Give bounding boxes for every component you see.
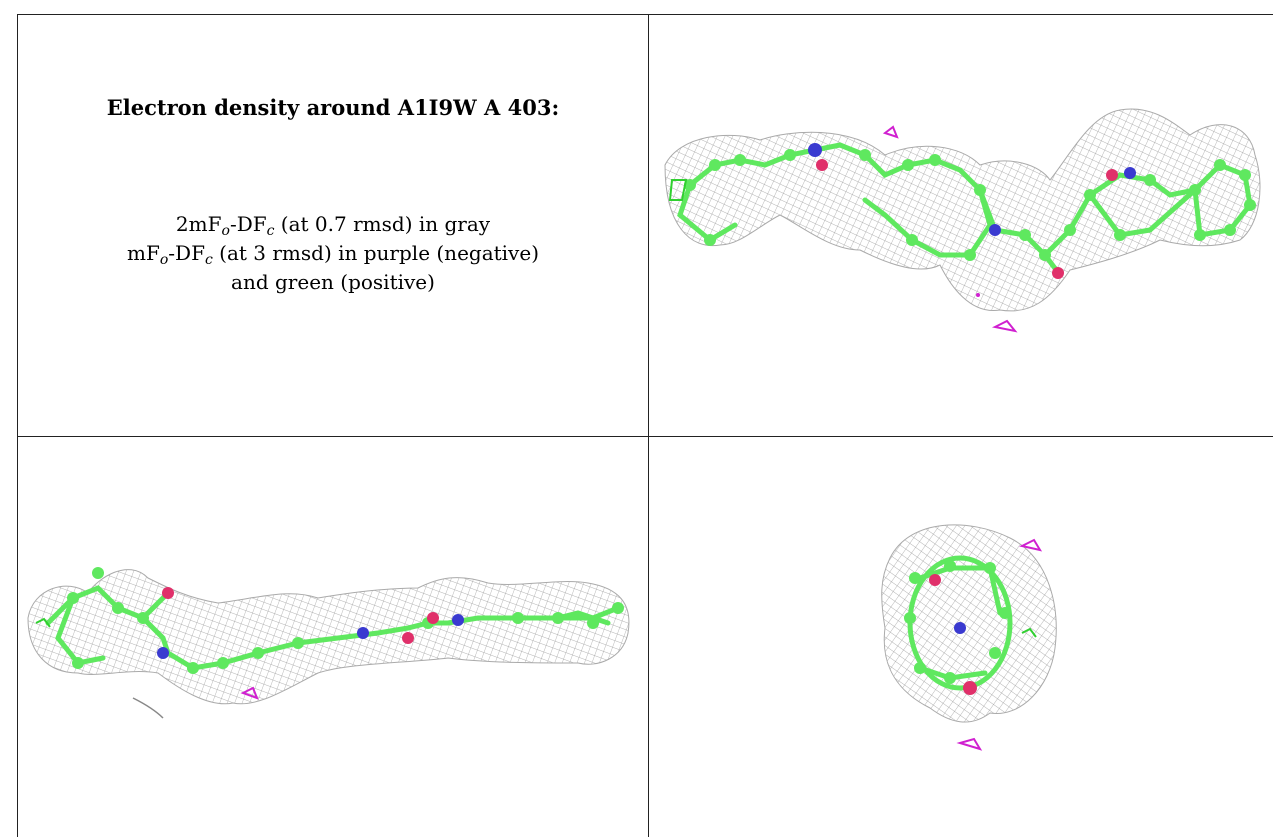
density-mesh bbox=[664, 108, 1261, 312]
legend-line-positive: and green (positive) bbox=[231, 270, 435, 294]
legend-line-2mfo-dfc: 2mFo-DFc (at 0.7 rmsd) in gray bbox=[175, 212, 491, 239]
density-view-side-image bbox=[27, 567, 630, 719]
legend-line-mfo-dfc: mFo-DFc (at 3 rmsd) in purple (negative) bbox=[127, 241, 539, 268]
figure-title: Electron density around A1I9W A 403: bbox=[106, 95, 560, 120]
density-view-end-image bbox=[881, 524, 1057, 751]
density-view-front-image bbox=[664, 108, 1261, 333]
table-center-divider bbox=[648, 14, 649, 837]
table-left-border bbox=[17, 14, 18, 837]
table-top-border bbox=[18, 14, 1273, 15]
density-view-end bbox=[650, 438, 1273, 837]
legend-text: 2mFo-DFc (at 0.7 rmsd) in gray mFo-DFc (… bbox=[18, 210, 648, 297]
density-view-side bbox=[18, 438, 648, 837]
legend-cell: Electron density around A1I9W A 403: 2mF… bbox=[18, 15, 648, 435]
table-middle-border bbox=[18, 436, 1273, 437]
density-view-front bbox=[650, 15, 1273, 436]
